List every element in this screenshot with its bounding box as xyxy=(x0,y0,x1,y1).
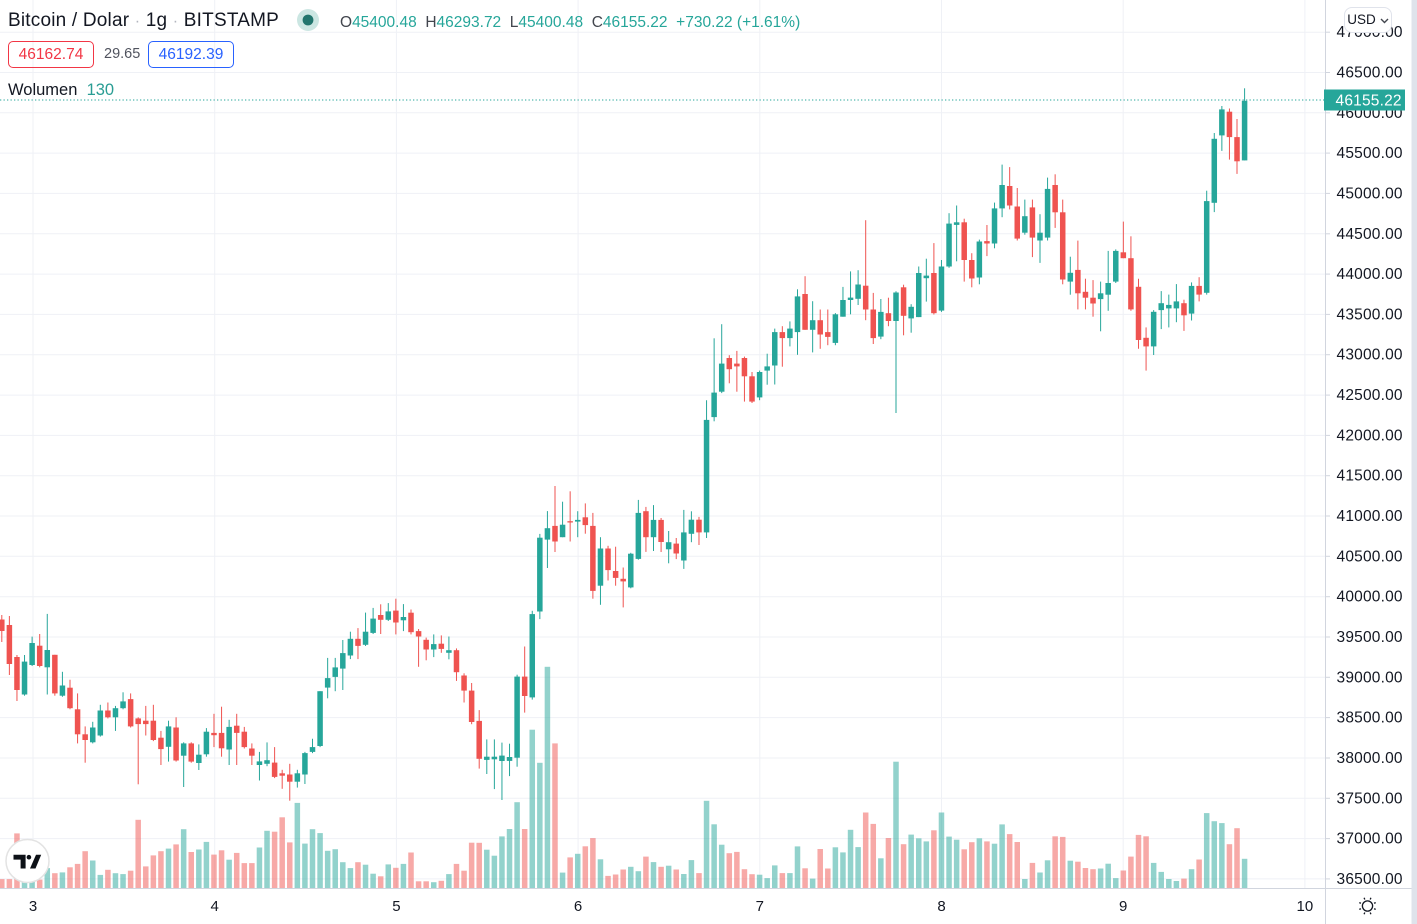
svg-text:42500.00: 42500.00 xyxy=(1337,387,1403,404)
svg-text:41500.00: 41500.00 xyxy=(1337,468,1403,485)
svg-text:46500.00: 46500.00 xyxy=(1337,65,1403,82)
svg-text:9: 9 xyxy=(1119,898,1127,915)
svg-text:45000.00: 45000.00 xyxy=(1337,185,1403,202)
svg-text:3: 3 xyxy=(29,898,37,915)
svg-text:40500.00: 40500.00 xyxy=(1337,548,1403,565)
svg-text:37500.00: 37500.00 xyxy=(1337,790,1403,807)
svg-text:42000.00: 42000.00 xyxy=(1337,427,1403,444)
svg-text:43000.00: 43000.00 xyxy=(1337,347,1403,364)
svg-text:8: 8 xyxy=(937,898,945,915)
svg-text:41000.00: 41000.00 xyxy=(1337,508,1403,525)
svg-text:46155.22: 46155.22 xyxy=(1336,92,1402,109)
svg-text:39000.00: 39000.00 xyxy=(1337,669,1403,686)
svg-text:38500.00: 38500.00 xyxy=(1337,710,1403,727)
svg-text:44000.00: 44000.00 xyxy=(1337,266,1403,283)
svg-text:43500.00: 43500.00 xyxy=(1337,306,1403,323)
svg-text:38000.00: 38000.00 xyxy=(1337,750,1403,767)
svg-text:6: 6 xyxy=(574,898,582,915)
svg-text:7: 7 xyxy=(756,898,764,915)
svg-text:44500.00: 44500.00 xyxy=(1337,226,1403,243)
svg-text:4: 4 xyxy=(211,898,219,915)
svg-text:10: 10 xyxy=(1297,898,1314,915)
svg-text:37000.00: 37000.00 xyxy=(1337,831,1403,848)
svg-text:5: 5 xyxy=(392,898,400,915)
svg-text:45500.00: 45500.00 xyxy=(1337,145,1403,162)
svg-text:36500.00: 36500.00 xyxy=(1337,871,1403,888)
svg-text:40000.00: 40000.00 xyxy=(1337,589,1403,606)
svg-text:39500.00: 39500.00 xyxy=(1337,629,1403,646)
